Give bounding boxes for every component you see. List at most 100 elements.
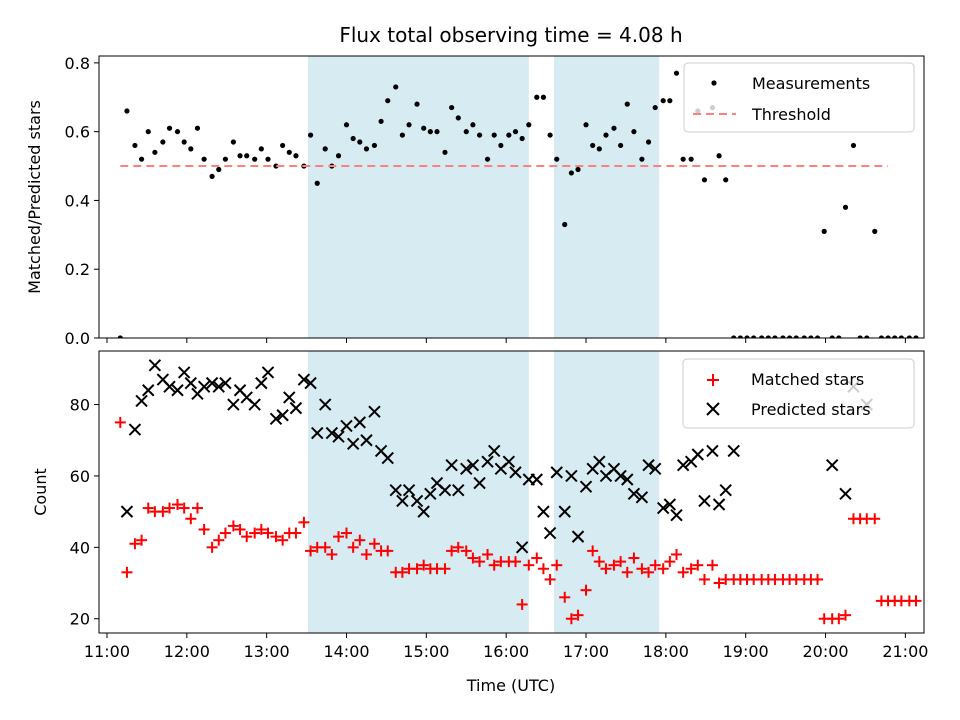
legend-predicted-marker <box>706 402 720 416</box>
matched-stars-point <box>129 538 141 550</box>
predicted-stars-point <box>473 476 486 490</box>
matched-stars-point <box>172 498 184 510</box>
measurements-point <box>322 146 328 152</box>
predicted-stars-point <box>571 530 585 543</box>
matched-stars-point <box>178 502 190 514</box>
matched-stars-point <box>812 573 824 585</box>
predicted-stars-point <box>663 498 677 511</box>
matched-stars-point <box>396 566 408 578</box>
predicted-stars-point <box>410 494 424 508</box>
predicted-stars-point <box>297 373 311 386</box>
measurements-point <box>787 335 793 338</box>
predicted-stars-point <box>509 466 522 479</box>
measurements-point <box>393 84 399 90</box>
predicted-stars-point <box>255 376 268 390</box>
measurements-point <box>892 335 898 338</box>
matched-stars-point <box>482 548 494 560</box>
matched-stars-point <box>608 559 620 571</box>
measurements-point <box>385 98 391 104</box>
predicted-stars-point <box>698 494 711 508</box>
predicted-stars-point <box>445 459 458 472</box>
matched-stars-point <box>869 513 881 525</box>
matched-stars-point <box>649 559 661 571</box>
predicted-stars-point <box>276 409 289 422</box>
legend-matched-marker <box>707 374 719 386</box>
measurements-point <box>744 335 750 338</box>
measurements-point <box>470 122 476 128</box>
predicted-stars-point <box>184 376 198 390</box>
measurements-point <box>829 335 835 338</box>
matched-stars-point <box>488 559 500 571</box>
bottom-shaded-interval <box>307 351 529 633</box>
predicted-stars-point <box>550 466 563 479</box>
predicted-stars-point <box>197 380 211 393</box>
top-y-tick-label: 0.4 <box>65 191 90 210</box>
matched-stars-point <box>368 538 380 550</box>
measurements-point <box>836 335 842 338</box>
matched-stars-point <box>319 541 331 553</box>
predicted-stars-point <box>353 416 367 429</box>
legend-predicted-label: Predicted stars <box>751 400 871 419</box>
matched-stars-point <box>467 552 479 564</box>
measurements-point <box>667 98 673 104</box>
measurements-point <box>244 153 250 159</box>
matched-stars-point <box>411 563 423 575</box>
top-plot-area <box>117 70 919 338</box>
measurements-point <box>343 122 350 128</box>
matched-stars-point <box>157 506 169 518</box>
matched-stars-point <box>839 609 851 621</box>
matched-stars-point <box>523 559 535 571</box>
bottom-y-tick-label: 40 <box>70 538 90 557</box>
predicted-stars-point <box>120 505 134 518</box>
measurements-point <box>631 129 637 135</box>
predicted-stars-point <box>171 384 184 397</box>
predicted-stars-point <box>269 412 283 426</box>
bottom-y-tick-label: 60 <box>70 467 90 486</box>
matched-stars-point <box>270 531 282 543</box>
top-shaded-interval <box>554 56 660 338</box>
matched-stars-point <box>572 609 584 621</box>
chart-title: Flux total observing time = 4.08 h <box>339 23 682 47</box>
measurements-point <box>145 129 151 135</box>
measurements-point <box>611 125 617 131</box>
predicted-stars-point <box>424 487 437 500</box>
matched-stars-point <box>664 556 676 568</box>
matched-stars-point <box>136 534 148 546</box>
matched-stars-point <box>213 534 225 546</box>
predicted-stars-point <box>402 484 416 497</box>
predicted-stars-point <box>565 469 578 483</box>
bottom-axes-frame <box>98 350 925 634</box>
matched-stars-point <box>587 545 599 557</box>
bottom-y-axis: 20 40 60 80 <box>70 396 99 629</box>
measurements-point <box>645 139 652 145</box>
measurements-point <box>526 122 532 128</box>
measurements-point <box>421 125 427 131</box>
measurements-point <box>258 146 264 152</box>
bottom-y-tick-label: 20 <box>70 610 90 629</box>
matched-stars-point <box>241 531 253 543</box>
x-tick-label: 19:00 <box>723 642 769 661</box>
x-tick-label: 18:00 <box>643 642 689 661</box>
predicted-stars-point <box>727 444 740 458</box>
matched-stars-point <box>198 523 210 535</box>
predicted-stars-point <box>177 366 191 379</box>
matched-stars-point <box>509 556 521 568</box>
measurements-point <box>660 98 666 104</box>
measurements-point <box>850 142 857 149</box>
predicted-stars-point <box>340 419 353 433</box>
predicted-stars-point <box>346 437 360 451</box>
measurements-point <box>624 101 630 107</box>
measurements-point <box>751 335 757 338</box>
predicted-stars-point <box>248 398 261 411</box>
predicted-stars-point <box>261 366 275 379</box>
x-tick-label: 15:00 <box>403 642 449 661</box>
top-shaded-intervals <box>307 56 660 338</box>
measurements-point <box>808 335 814 338</box>
predicted-stars-point <box>219 376 232 390</box>
measurements-point <box>307 132 314 138</box>
measurements-point <box>414 101 420 107</box>
measurements-point <box>878 335 885 338</box>
predicted-stars-point <box>360 434 373 447</box>
measurements-point <box>449 104 455 111</box>
matched-stars-point <box>516 598 528 610</box>
